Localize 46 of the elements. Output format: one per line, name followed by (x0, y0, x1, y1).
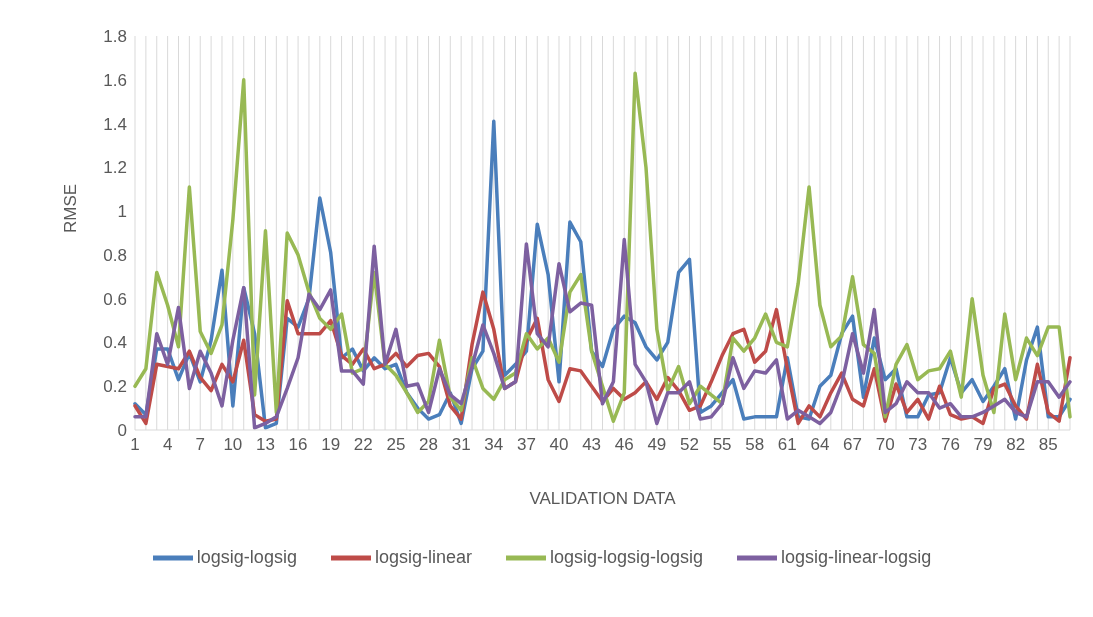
y-tick-label: 1.4 (103, 114, 127, 134)
x-tick-label: 22 (353, 435, 373, 455)
x-tick-label: 61 (777, 435, 797, 455)
x-tick-label: 37 (516, 435, 536, 455)
x-tick-label: 16 (288, 435, 308, 455)
line-series (133, 71, 1072, 423)
y-tick-label: 1.6 (103, 70, 127, 90)
y-tick-label: 0.2 (103, 377, 127, 397)
x-tick-label: 55 (712, 435, 732, 455)
x-tick-label: 73 (908, 435, 928, 455)
x-tick-label: 52 (680, 435, 699, 455)
x-tick-label: 76 (940, 435, 960, 455)
x-tick-label: 79 (973, 435, 993, 455)
y-tick-label: 0.8 (103, 245, 127, 265)
y-tick-label: 0 (117, 421, 127, 441)
x-tick-label: 64 (810, 435, 830, 455)
x-tick-label: 70 (875, 435, 895, 455)
x-tick-label: 67 (843, 435, 863, 455)
legend-label: logsig-logsig-logsig (549, 546, 704, 567)
x-tick-label: 13 (256, 435, 275, 455)
x-tick-label: 1 (130, 435, 140, 455)
x-tick-label: 85 (1038, 435, 1058, 455)
x-tick-label: 10 (223, 435, 243, 455)
x-tick-label: 40 (549, 435, 569, 455)
y-tick-label: 1.2 (103, 158, 127, 178)
x-tick-label: 31 (451, 435, 471, 455)
x-tick-label: 28 (419, 435, 439, 455)
x-tick-label: 82 (1006, 435, 1026, 455)
x-tick-label: 4 (162, 435, 173, 455)
x-tick-label: 46 (614, 435, 634, 455)
y-tick-label: 1 (117, 202, 127, 222)
x-tick-label: 49 (647, 435, 667, 455)
x-tick-label: 43 (582, 435, 602, 455)
x-tick-label: 19 (321, 435, 341, 455)
y-tick-label: 0.6 (103, 289, 127, 309)
legend-label: logsig-linear-logsig (781, 546, 932, 567)
y-tick-label: 1.8 (103, 27, 127, 47)
x-tick-label: 34 (484, 435, 504, 455)
x-tick-label: 58 (745, 435, 765, 455)
y-tick-label: 0.4 (103, 333, 127, 353)
legend-label: logsig-logsig (196, 546, 297, 567)
x-tick-label: 7 (195, 435, 205, 455)
x-axis-title: VALIDATION DATA (529, 489, 677, 509)
legend-label: logsig-linear (374, 546, 472, 567)
x-tick-label: 25 (386, 435, 406, 455)
y-axis-title: RMSE (61, 183, 81, 233)
